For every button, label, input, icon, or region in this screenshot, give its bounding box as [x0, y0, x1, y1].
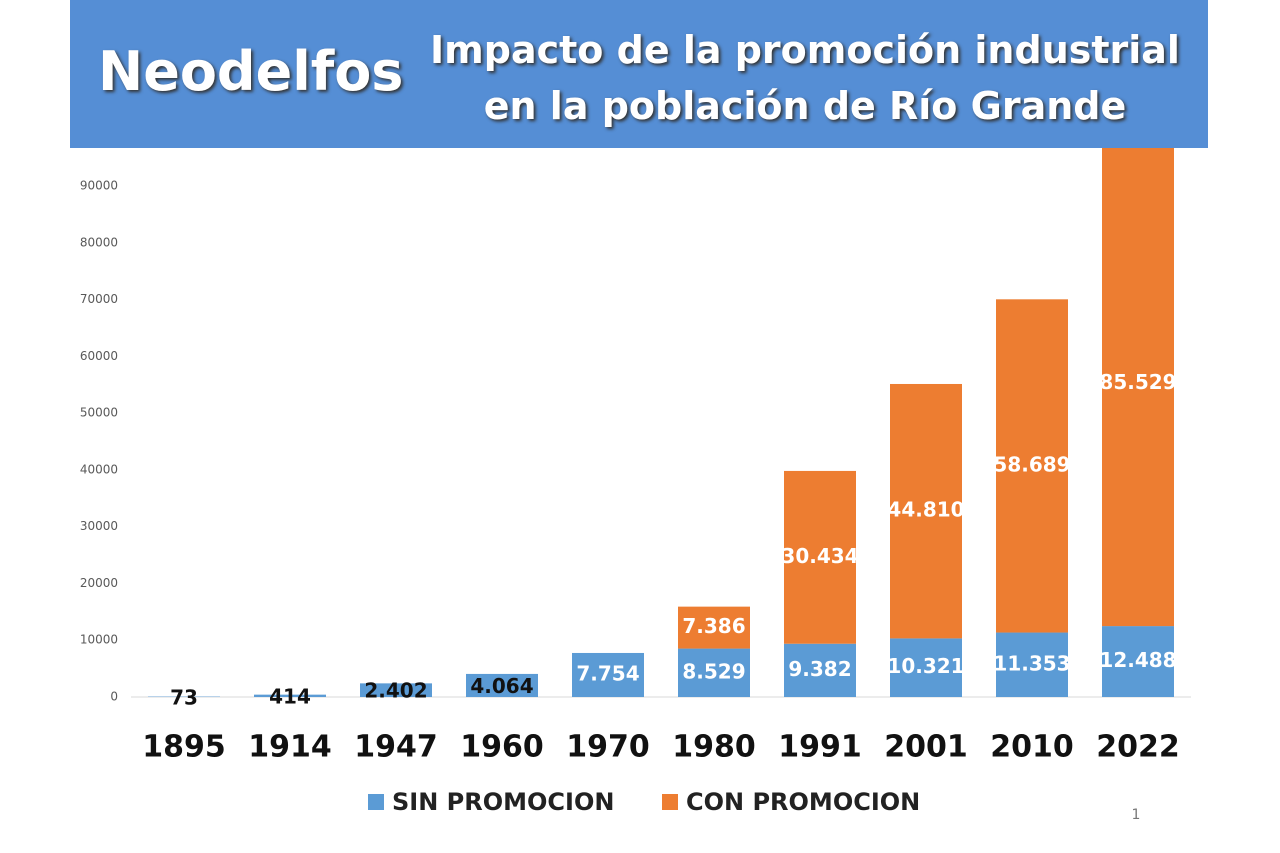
x-tick-label: 1991 — [778, 730, 862, 765]
data-label: 11.353 — [993, 651, 1070, 675]
data-label: 10.321 — [887, 654, 964, 678]
y-tick-label: 10000 — [80, 633, 118, 647]
header: Neodelfos Impacto de la promoción indust… — [70, 0, 1208, 148]
data-label: 8.529 — [682, 659, 745, 683]
x-tick-label: 1914 — [248, 730, 332, 765]
bar-segment — [784, 643, 856, 697]
plot: 0 10000 20000 30000 40000 50000 60000 70000 8000… — [80, 140, 1191, 816]
data-label: 7.386 — [682, 614, 745, 638]
legend-swatch — [662, 794, 678, 810]
y-tick-label: 90000 — [80, 179, 118, 193]
y-tick-label: 20000 — [80, 576, 118, 590]
bar-segment — [678, 648, 750, 697]
bar-segment — [1102, 140, 1174, 627]
bar-segment — [466, 673, 538, 697]
y-tick-label: 60000 — [80, 349, 118, 363]
x-tick-label: 1895 — [142, 730, 226, 765]
y-tick-label: 0 — [110, 690, 118, 704]
bar-segment — [254, 694, 326, 697]
data-label: 30.434 — [781, 544, 858, 568]
legend-label: SIN PROMOCION — [392, 788, 614, 816]
data-label: 44.810 — [887, 498, 964, 522]
data-label: 4.064 — [470, 674, 533, 698]
data-label: 85.529 — [1099, 370, 1176, 394]
bar-segment — [996, 299, 1068, 633]
x-tick-label: 1960 — [460, 730, 544, 765]
brand: Neodelfos — [98, 40, 404, 103]
data-label: 12.488 — [1099, 648, 1176, 672]
x-tick-label: 1947 — [354, 730, 438, 765]
bar-segment — [1102, 626, 1174, 697]
data-label: 73 — [170, 685, 198, 709]
bar-segment — [784, 470, 856, 644]
data-label: 58.689 — [993, 452, 1070, 476]
legend-swatch — [368, 794, 384, 810]
x-tick-label: 1980 — [672, 730, 756, 765]
x-tick-label: 2022 — [1096, 730, 1180, 765]
bar-segment — [572, 652, 644, 697]
x-tick-label: 2001 — [884, 730, 968, 765]
data-label: 7.754 — [576, 661, 639, 685]
y-tick-label: 70000 — [80, 292, 118, 306]
y-tick-label: 40000 — [80, 462, 118, 476]
data-label: 2.402 — [364, 679, 427, 703]
chart-title: Impacto de la promoción industrial en la… — [430, 28, 1180, 128]
bar-segment — [996, 632, 1068, 697]
y-tick-label: 80000 — [80, 235, 118, 249]
legend-label: CON PROMOCION — [686, 788, 920, 816]
page-number: 1 — [1132, 807, 1141, 823]
bar-segment — [890, 638, 962, 697]
x-tick-label: 2010 — [990, 730, 1074, 765]
data-label: 9.382 — [788, 657, 851, 681]
y-tick-label: 50000 — [80, 406, 118, 420]
x-tick-label: 1970 — [566, 730, 650, 765]
bar-segment — [890, 383, 962, 639]
bar-segment — [360, 683, 432, 697]
y-tick-label: 30000 — [80, 519, 118, 533]
data-label: 414 — [269, 684, 311, 708]
bar-segment — [678, 606, 750, 649]
